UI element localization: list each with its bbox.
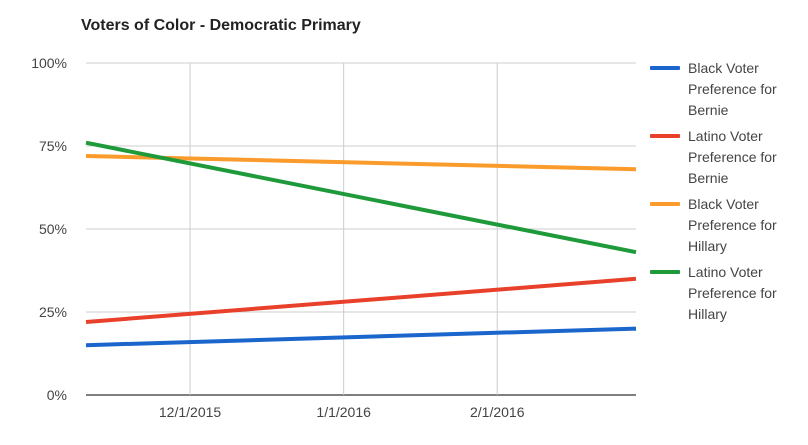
y-tick-label: 0% [47,387,67,403]
series-line [85,154,637,172]
series-line [85,140,637,255]
y-tick-label: 50% [39,221,67,237]
legend-item: Black Voter Preference for Bernie [650,58,800,121]
legend-item: Black Voter Preference for Hillary [650,194,800,257]
legend-swatch [650,270,680,274]
x-tick-label: 12/1/2015 [159,404,221,420]
legend-label: Latino Voter Preference for Bernie [688,128,777,186]
x-tick-label: 2/1/2016 [470,404,525,420]
series-line [85,326,637,348]
legend-item: Latino Voter Preference for Hillary [650,262,800,325]
legend-label: Black Voter Preference for Hillary [688,196,777,254]
legend-swatch [650,66,680,70]
x-tick-label: 1/1/2016 [316,404,371,420]
legend-label: Latino Voter Preference for Hillary [688,264,777,322]
y-tick-label: 25% [39,304,67,320]
legend-swatch [650,134,680,138]
chart-title: Voters of Color - Democratic Primary [81,17,361,34]
chart-legend: Black Voter Preference for Bernie Latino … [650,58,800,330]
legend-label: Black Voter Preference for Bernie [688,60,777,118]
legend-item: Latino Voter Preference for Bernie [650,126,800,189]
y-tick-label: 75% [39,138,67,154]
series-line [85,276,637,324]
legend-swatch [650,202,680,206]
y-tick-label: 100% [31,55,67,71]
